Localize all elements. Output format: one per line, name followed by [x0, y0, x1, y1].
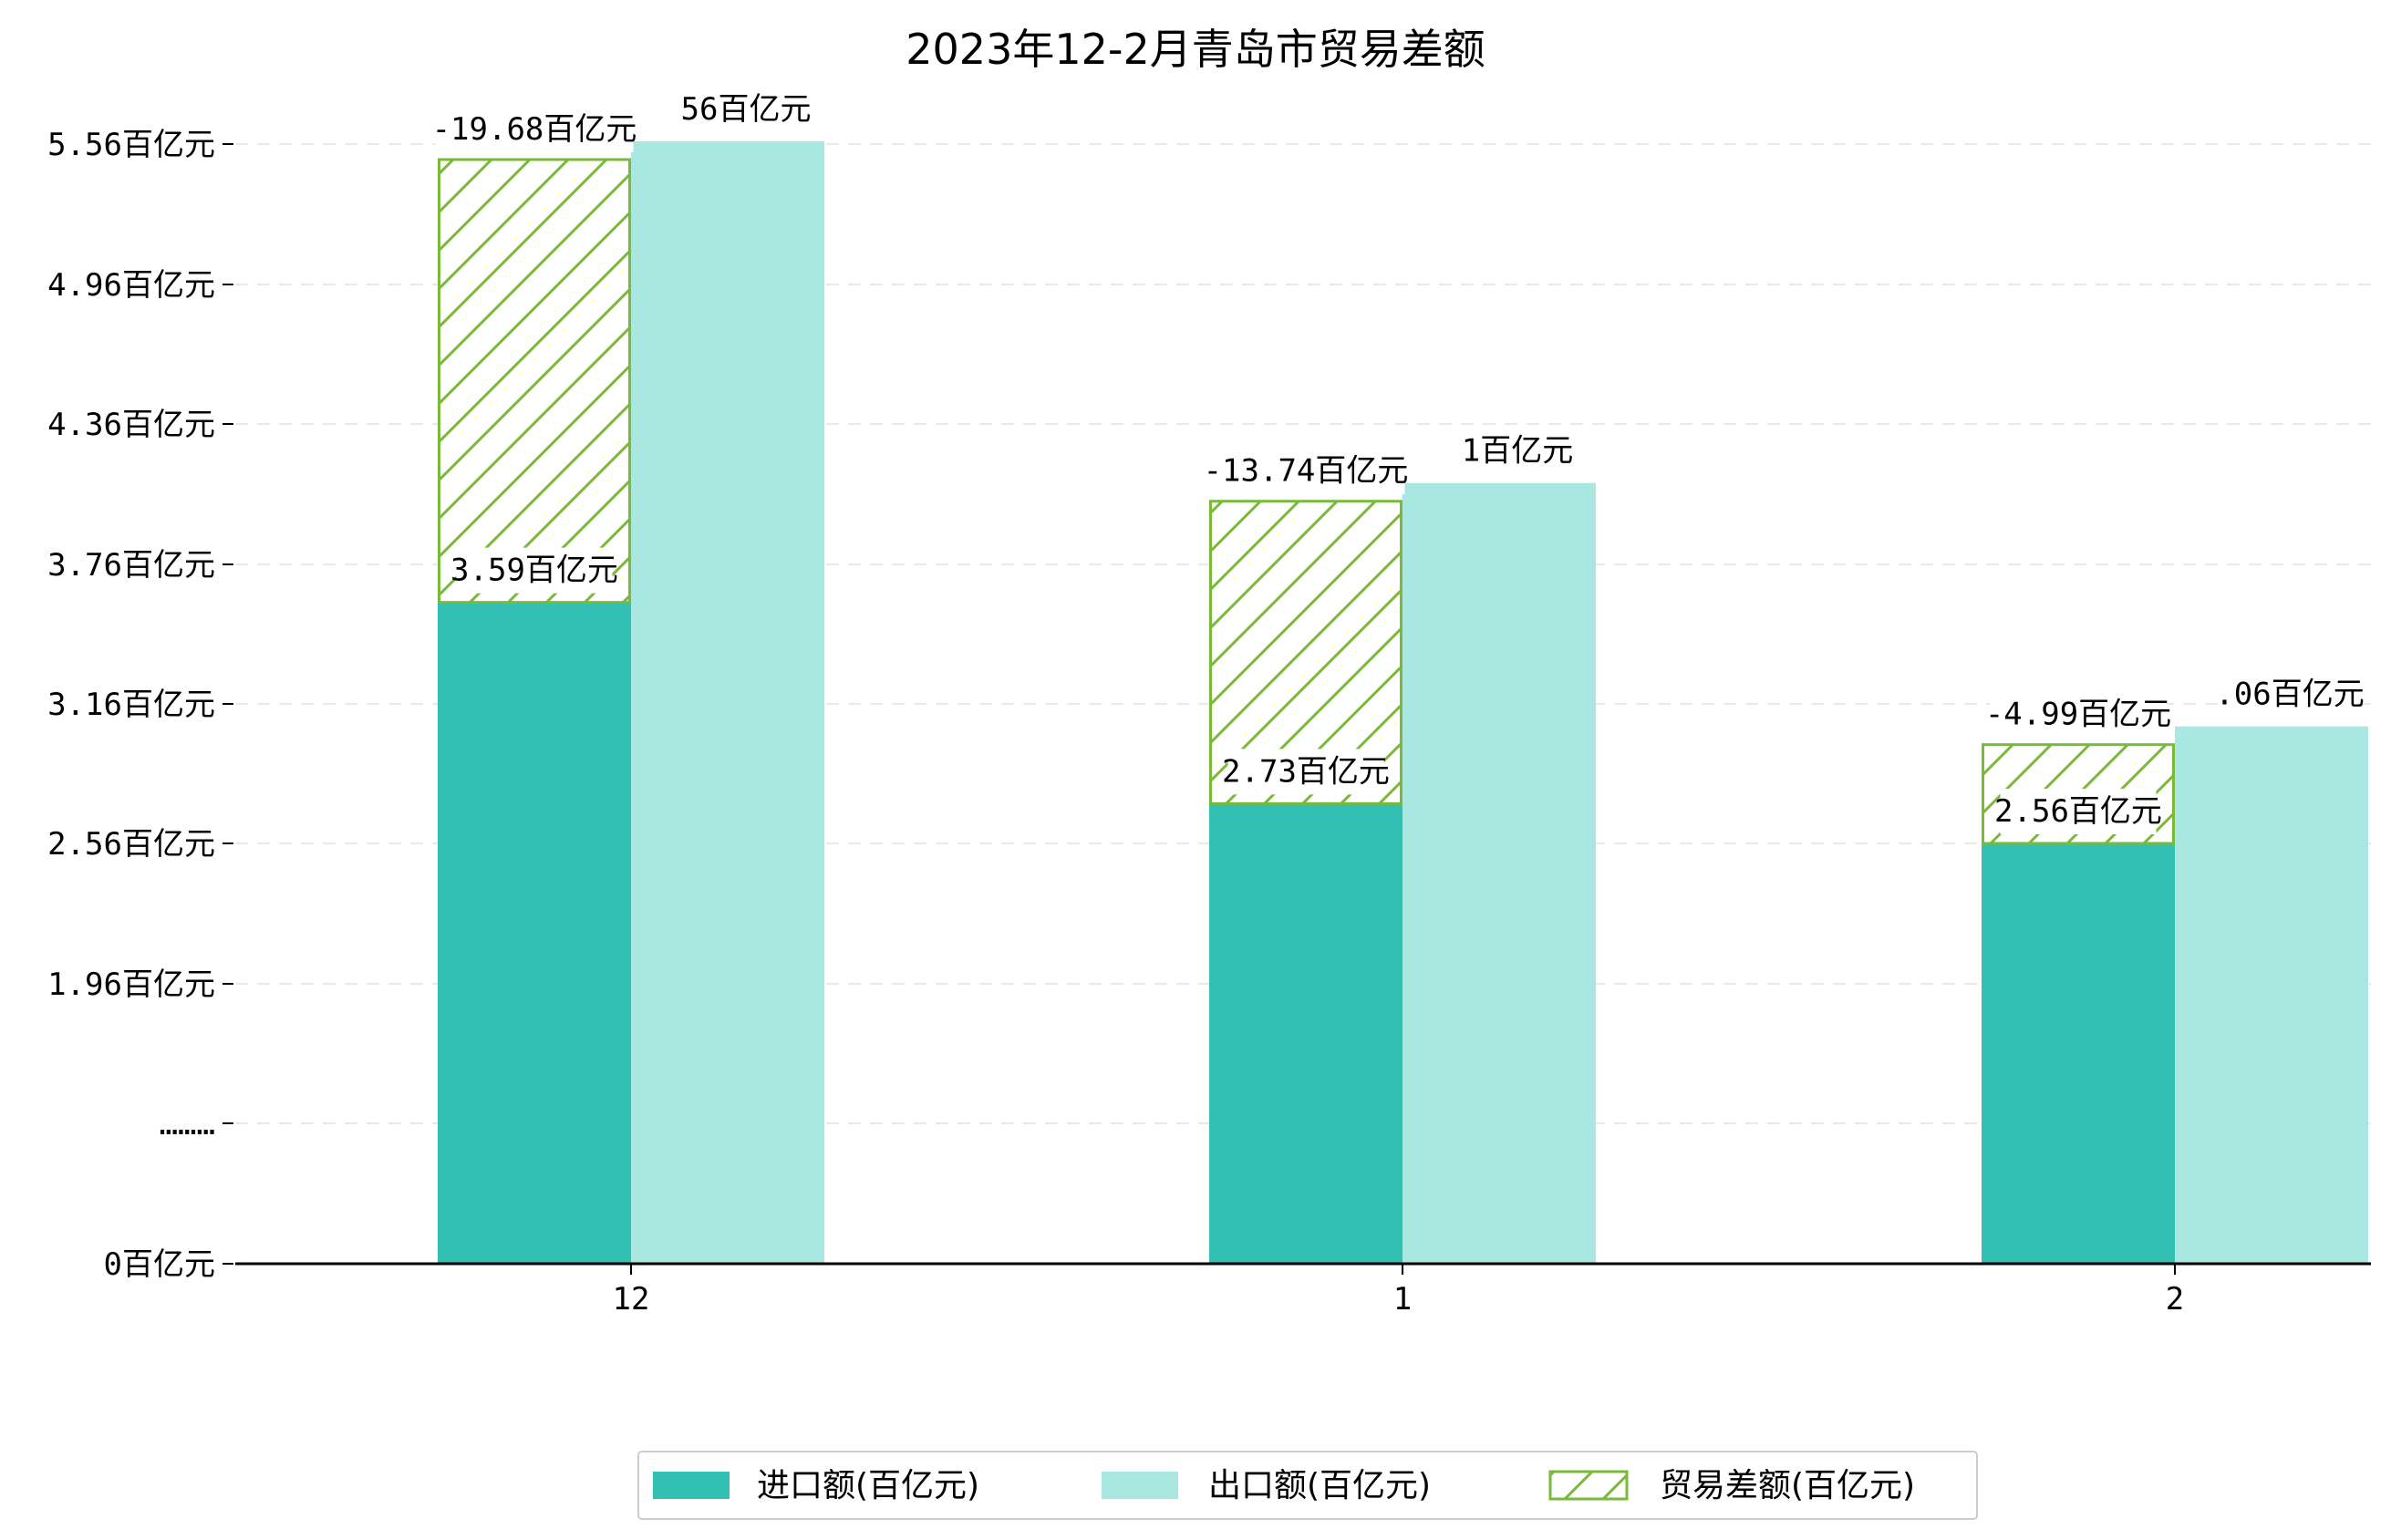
x-tick-label: 2 — [2166, 1281, 2184, 1318]
bar-export — [1403, 482, 1596, 1264]
legend-swatch — [653, 1472, 730, 1499]
legend-label: 出口额(百亿元) — [1208, 1467, 1431, 1504]
data-label-import-bg — [2000, 789, 2157, 834]
legend-frame — [637, 1451, 1978, 1520]
y-tick-label: 1.96百亿元 — [47, 966, 215, 1003]
bar-import — [1209, 803, 1403, 1264]
y-tick-label: 4.96百亿元 — [47, 267, 215, 304]
chart-title: 2023年12-2月青岛市贸易差额 — [906, 25, 1485, 74]
data-label-trade-balance-bg — [1206, 448, 1405, 494]
data-label-export: 56百亿元 — [681, 91, 812, 128]
y-tick-label: 3.16百亿元 — [47, 687, 215, 723]
legend-label: 贸易差额(百亿元) — [1660, 1467, 1915, 1504]
bar-trade-balance — [438, 158, 631, 605]
bar-import — [1982, 843, 2175, 1264]
data-label-trade-balance: -13.74百亿元 — [1204, 453, 1409, 490]
data-label-trade-balance-bg — [435, 107, 634, 152]
data-label-import-bg — [1227, 749, 1384, 795]
x-tick-label: 1 — [1393, 1281, 1412, 1318]
x-tick-label: 12 — [613, 1281, 650, 1318]
data-label-import: 3.59百亿元 — [450, 553, 618, 589]
legend-swatch — [1102, 1472, 1178, 1499]
data-label-trade-balance: -19.68百亿元 — [432, 111, 637, 148]
data-label-import-bg — [456, 547, 613, 594]
data-label-export-bg — [2222, 671, 2357, 718]
data-label-trade-balance: -4.99百亿元 — [1985, 697, 2171, 733]
legend: 进口额(百亿元) 出口额(百亿元) 贸易差额(百亿元) — [637, 1451, 1978, 1520]
data-label-export-bg — [1471, 428, 1564, 474]
data-label-export: 1百亿元 — [1462, 433, 1573, 470]
y-tick-label: ……… — [160, 1106, 215, 1142]
y-tick-label: 2.56百亿元 — [47, 826, 215, 863]
y-tick-label: 3.76百亿元 — [47, 547, 215, 584]
legend-swatch — [1548, 1470, 1629, 1501]
bar-export — [2175, 726, 2368, 1264]
y-tick-label: 5.56百亿元 — [47, 127, 215, 163]
bar-export — [631, 141, 824, 1264]
data-label-export-bg — [688, 87, 803, 132]
y-tick-label: 4.36百亿元 — [47, 407, 215, 443]
y-tick-label: 0百亿元 — [104, 1246, 215, 1283]
data-label-import: 2.73百亿元 — [1222, 753, 1390, 790]
data-label-export: .06百亿元 — [2215, 677, 2364, 713]
data-labels: 56百亿元 3.59百亿元 -19.68百亿元 1百亿元 2.73百亿元 -13.74百亿… — [432, 87, 2365, 834]
bar-import — [438, 602, 631, 1264]
data-label-import: 2.56百亿元 — [1994, 793, 2162, 830]
data-label-trade-balance-bg — [1990, 691, 2167, 738]
legend-label: 进口额(百亿元) — [757, 1467, 979, 1504]
axes: 0百亿元 ……… 1.96百亿元 2.56百亿元 3.16百亿元 3.76百亿元 4.36百… — [47, 127, 2371, 1318]
